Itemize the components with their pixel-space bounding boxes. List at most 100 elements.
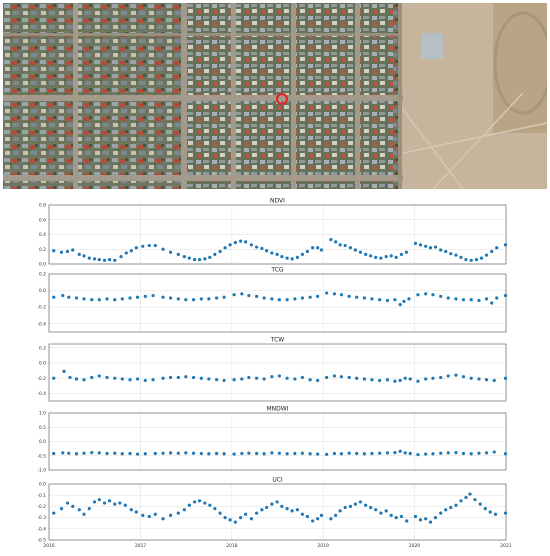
data-point [143, 452, 147, 456]
data-point [285, 376, 289, 380]
y-tick-label: -0.4 [37, 391, 46, 397]
data-point [369, 254, 373, 258]
data-point [300, 296, 304, 300]
data-point [255, 245, 259, 249]
data-point [490, 301, 494, 305]
data-point [385, 378, 390, 382]
y-tick-label: 0.5 [39, 425, 46, 431]
data-point [293, 297, 297, 301]
data-point [119, 255, 123, 259]
data-point [403, 451, 407, 455]
data-point [222, 295, 226, 299]
data-point [82, 254, 86, 258]
data-point [249, 243, 253, 247]
data-point [332, 292, 337, 296]
data-point [378, 378, 382, 383]
data-point [214, 296, 219, 300]
data-point [343, 243, 347, 248]
data-point [492, 378, 496, 383]
data-point [285, 452, 289, 456]
plot-frame [48, 343, 507, 402]
data-point [399, 252, 404, 257]
data-point [295, 508, 299, 512]
data-point [143, 294, 147, 298]
data-point [113, 298, 117, 302]
data-point [129, 249, 133, 253]
data-point [184, 375, 188, 379]
data-point [454, 503, 458, 507]
data-point [393, 451, 397, 455]
data-point [305, 249, 309, 254]
data-point [161, 517, 165, 521]
data-point [433, 516, 438, 520]
y-tick-label: 0.4 [39, 232, 46, 238]
data-point [247, 375, 251, 380]
data-point [384, 255, 388, 259]
data-point [469, 298, 473, 302]
data-point [338, 509, 342, 513]
data-point [308, 295, 312, 299]
data-point [239, 516, 243, 520]
x-tick-label: 2018 [226, 543, 238, 549]
data-point [379, 511, 383, 515]
data-point [325, 375, 329, 380]
data-point [424, 292, 428, 296]
data-point [295, 255, 299, 259]
data-point [270, 375, 274, 379]
data-point [62, 369, 66, 373]
data-point [192, 257, 197, 262]
data-point [290, 509, 294, 513]
data-point [213, 507, 217, 511]
data-point [244, 240, 248, 244]
data-point [90, 375, 94, 380]
data-point [311, 519, 315, 523]
data-point [74, 377, 79, 381]
data-point [364, 503, 368, 507]
y-tick-label: -0.4 [37, 321, 46, 327]
data-point [431, 376, 435, 380]
data-point [353, 502, 358, 506]
data-point [52, 376, 56, 380]
data-point [232, 378, 236, 382]
data-point [493, 512, 498, 516]
data-point [90, 451, 94, 455]
data-point [446, 451, 450, 455]
y-tick-label: 0.0 [39, 361, 46, 367]
data-point [218, 511, 222, 515]
panel-title: UCI [272, 477, 283, 484]
data-point [488, 510, 492, 514]
y-tick-label: -1.0 [37, 468, 46, 474]
data-point [197, 499, 202, 503]
panel-title: TCW [270, 337, 285, 344]
y-tick-label: -0.3 [37, 515, 46, 521]
data-point [424, 517, 428, 521]
data-point [355, 451, 359, 456]
data-point [141, 244, 145, 248]
data-point [222, 378, 226, 383]
data-point [74, 296, 79, 300]
x-tick-label: 2021 [500, 543, 512, 549]
data-point [477, 377, 481, 381]
data-point [128, 378, 132, 382]
data-point [478, 502, 482, 506]
data-point [325, 291, 329, 295]
data-point [370, 297, 374, 301]
data-point [128, 296, 132, 300]
data-point [187, 256, 191, 260]
data-point [176, 511, 180, 515]
data-point [97, 451, 101, 455]
data-point [379, 256, 383, 260]
data-point [461, 451, 466, 456]
data-point [59, 507, 64, 511]
data-point [454, 373, 458, 377]
data-point [147, 514, 151, 519]
data-point [334, 513, 338, 517]
data-point [384, 509, 388, 513]
data-point [347, 294, 351, 298]
data-point [222, 452, 226, 456]
y-tick-label: 1.0 [39, 411, 46, 417]
data-point [151, 293, 155, 298]
data-point [385, 451, 390, 455]
data-point [389, 513, 393, 517]
data-point [369, 505, 373, 510]
